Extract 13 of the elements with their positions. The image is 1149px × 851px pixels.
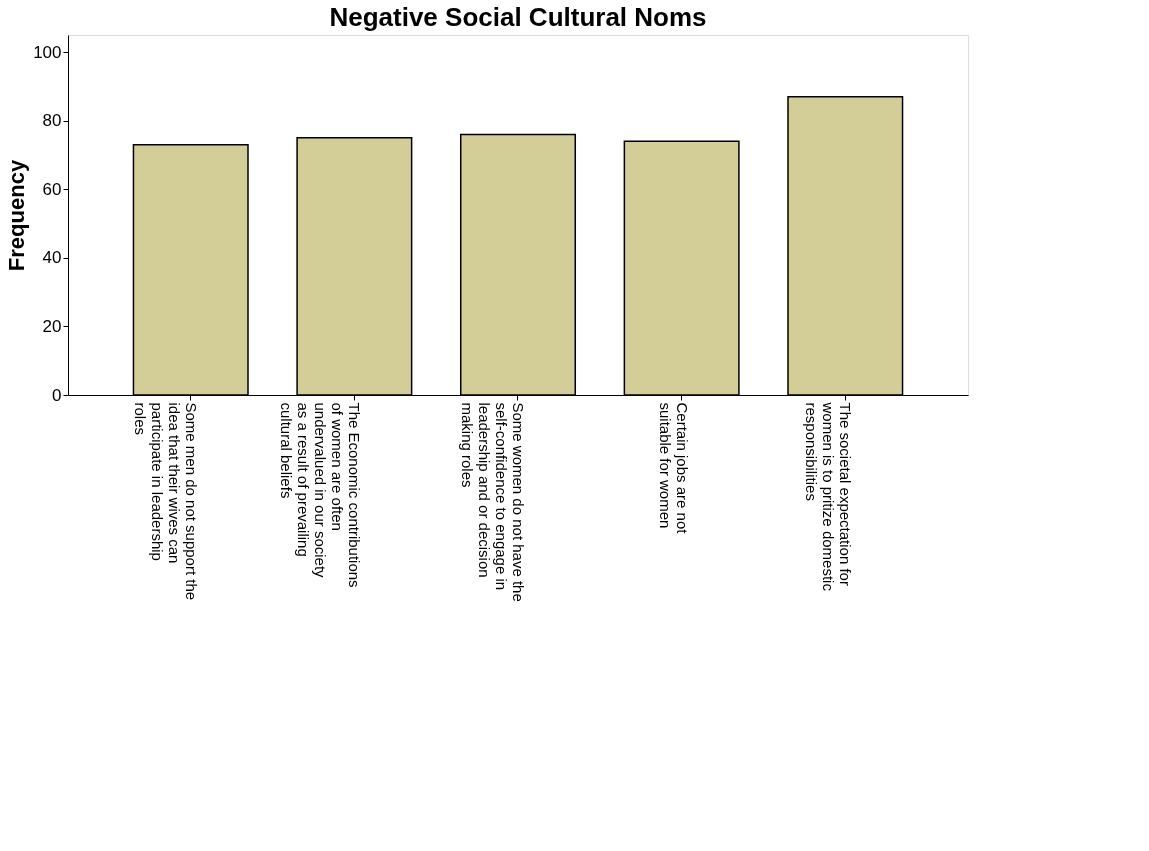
y-tick-label: 0 [52, 385, 62, 405]
x-tick-label: Some women do not have the self-confidence to engage in leadership and or decision making roles [459, 402, 527, 602]
chart-title: Negative Social Cultural Noms [329, 2, 707, 32]
y-tick-label: 40 [42, 248, 62, 268]
y-axis-title: Frequency [4, 159, 30, 272]
x-tick-label: Certain jobs are not suitable for women [656, 402, 691, 535]
y-tick-label: 100 [33, 42, 62, 62]
y-tick-label: 80 [42, 111, 62, 131]
y-tick-label: 60 [42, 179, 62, 199]
x-tick-label: The societal expectation for women is to pritize domestic responsibilities [803, 401, 855, 592]
x-tick-label: Some men do not support the idea that their wives can participate in leadership roles [131, 402, 200, 601]
x-tick-label: The Economic contributions of women are often undervalued in our society as a result of prevailing cultural beliefs [278, 402, 364, 588]
y-tick-label: 20 [42, 316, 62, 336]
